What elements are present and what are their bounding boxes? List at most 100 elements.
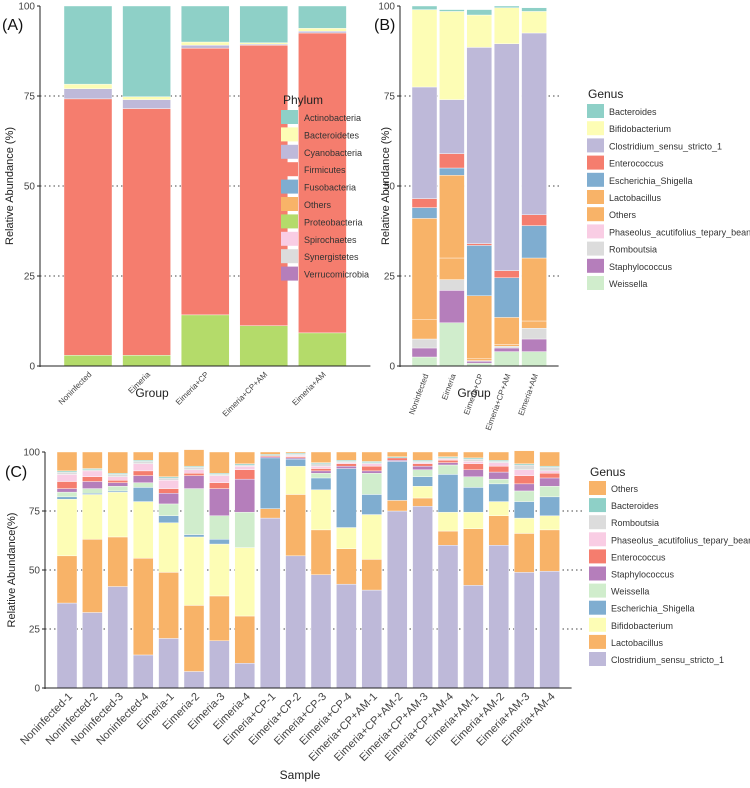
y-tick-label: 75	[24, 92, 36, 103]
bar-segment-others	[209, 451, 230, 474]
bar-segment-lactobacillus	[514, 533, 535, 573]
bar-segment-actinobacteria	[180, 5, 230, 43]
bar-segment-bifidobacterium	[183, 536, 205, 606]
bar-segment-lactobacillus	[466, 295, 492, 359]
legend-swatch-bacteroides	[587, 104, 604, 118]
legend-label: Escherichia_Shigella	[611, 604, 695, 614]
legend-swatch-bacteroidetes	[281, 127, 298, 142]
bar-stack-eimeria-2	[183, 449, 205, 689]
legend-swatch-bifidobacterium	[589, 617, 606, 632]
legend-swatch-weissella	[589, 583, 606, 598]
legend-swatch-staphylococcus	[587, 258, 604, 273]
legend-label: Clostridium_sensu_stricto_1	[611, 655, 724, 665]
bar-segment-lactobacillus	[285, 494, 306, 557]
bar-segment-lactobacillus	[260, 508, 281, 519]
bar-segment-bacteroidetes	[180, 41, 230, 46]
bar-segment-bifidobacterium	[336, 527, 357, 549]
bar-segment-firmicutes	[122, 108, 171, 356]
y-tick-label: 75	[29, 507, 41, 518]
bar-segment-enterococcus	[387, 457, 408, 461]
bar-segment-enterococcus	[82, 476, 103, 482]
bar-segment-phaseolus-acutifolius-tepary-bean	[539, 470, 560, 474]
legend-swatch-synergistetes	[281, 249, 298, 264]
bar-segment-bifidobacterium	[488, 501, 509, 516]
panel-label: (C)	[5, 464, 27, 481]
bar-segment-bacteroides	[439, 9, 465, 12]
bar-stack-eimeria-cp	[180, 5, 230, 367]
bar-segment-lactobacillus	[183, 605, 205, 672]
bar-segment-staphylococcus	[183, 475, 205, 489]
bar-segment-staphylococcus	[82, 481, 103, 489]
bar-segment-enterococcus	[107, 480, 129, 483]
bar-segment-phaseolus-acutifolius-tepary-bean	[82, 470, 103, 477]
bar-segment-lactobacillus	[234, 615, 256, 664]
bar-segment-clostridium-sensu-stricto-1	[107, 586, 129, 689]
bar-segment-bacteroidetes	[298, 28, 347, 32]
bar-segment-staphylococcus	[361, 470, 382, 474]
bar-segment-others	[488, 451, 509, 461]
bar-segment-phaseolus-acutifolius-tepary-bean	[488, 462, 509, 467]
bar-segment-escherichia-shigella	[412, 476, 433, 487]
legend-label: Cyanobacteria	[304, 148, 362, 158]
legend-swatch-enterococcus	[587, 155, 604, 170]
bar-segment-firmicutes	[239, 45, 289, 326]
bar-segment-bifidobacterium	[439, 11, 465, 100]
legend-label: Staphylococcus	[609, 262, 673, 272]
bar-segment-bacteroidetes	[122, 96, 171, 100]
bar-segment-cyanobacteria	[298, 31, 347, 34]
legend-swatch-proteobacteria	[281, 214, 298, 229]
bar-segment-bifidobacterium	[494, 7, 520, 45]
legend-swatch-escherichia-shigella	[587, 172, 604, 187]
bar-segment-lactobacillus	[439, 174, 465, 259]
bar-segment-bifidobacterium	[158, 522, 179, 573]
bar-segment-phaseolus-acutifolius-tepary-bean	[183, 469, 205, 474]
legend-swatch-lactobacillus	[589, 634, 606, 649]
bar-segment-escherichia-shigella	[437, 474, 459, 513]
bar-stack-eimeria	[439, 9, 465, 367]
bar-segment-staphylococcus	[158, 493, 179, 505]
bar-segment-bacteroides	[521, 7, 547, 12]
legend-label: Others	[611, 484, 639, 494]
bar-segment-cyanobacteria	[122, 99, 171, 109]
bar-segment-escherichia-shigella	[158, 515, 179, 523]
bar-stack-eimeria-cp-am-3	[412, 451, 433, 689]
y-tick-label: 100	[23, 448, 40, 459]
bar-segment-clostridium-sensu-stricto-1	[439, 99, 465, 154]
bar-segment-bifidobacterium	[514, 517, 535, 534]
legend-label: Verrucomicrobia	[304, 270, 369, 280]
legend-swatch-spirochaetes	[281, 231, 298, 246]
bar-segment-romboutsia	[158, 477, 179, 481]
bar-segment-bifidobacterium	[411, 9, 438, 88]
bar-segment-bifidobacterium	[361, 514, 382, 560]
bar-segment-enterococcus	[488, 465, 509, 473]
legend-label: Proteobacteria	[304, 217, 363, 227]
bar-stack-eimeria-cp-am-4	[437, 451, 459, 689]
bar-segment-weissella	[234, 511, 256, 548]
bar-segment-others	[234, 451, 256, 465]
bar-segment-enterococcus	[466, 243, 492, 246]
bar-segment-lactobacillus	[411, 218, 438, 320]
bar-segment-bifidobacterium	[56, 499, 78, 557]
bar-segment-others	[494, 344, 520, 347]
bar-segment-enterococcus	[463, 463, 484, 470]
panel-label: (A)	[2, 17, 23, 34]
bar-segment-clostridium-sensu-stricto-1	[412, 506, 433, 689]
bar-segment-lactobacillus	[412, 497, 433, 507]
bar-stack-eimeria-am-4	[539, 451, 560, 689]
bar-segment-lactobacillus	[437, 530, 459, 546]
bar-segment-clostridium-sensu-stricto-1	[183, 671, 205, 689]
panel-c: 0255075100Noninfected-1Noninfected-2Noni…	[5, 448, 750, 783]
bar-segment-romboutsia	[521, 328, 547, 340]
bar-segment-lactobacillus	[209, 595, 230, 642]
legend-swatch-enterococcus	[589, 549, 606, 564]
bar-segment-lactobacillus	[310, 529, 332, 575]
bar-stack-eimeria-cp-4	[336, 451, 357, 689]
bar-stack-noninfected	[411, 5, 438, 367]
bar-stack-noninfected-1	[56, 451, 78, 689]
x-tick-label: Noninfected	[407, 373, 430, 416]
bar-segment-others	[56, 451, 78, 472]
bar-stack-eimeria-cp-2	[285, 451, 306, 689]
bar-segment-others	[466, 358, 492, 361]
bar-segment-bifidobacterium	[82, 494, 103, 540]
